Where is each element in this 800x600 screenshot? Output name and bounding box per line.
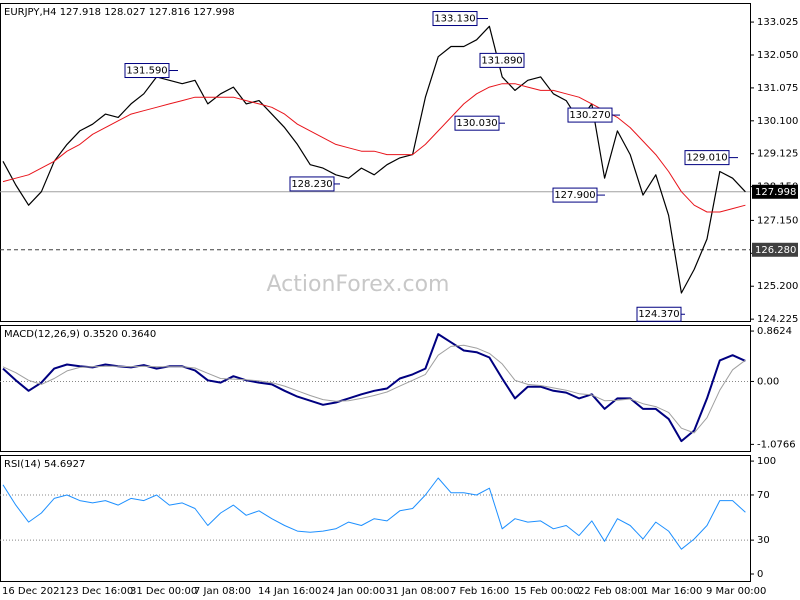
- x-tick-label: 24 Jan 00:00: [322, 586, 385, 597]
- annotation-label: 128.230: [291, 179, 332, 190]
- annotation-box: [454, 115, 500, 131]
- y-tick-label: 130.100: [757, 116, 798, 127]
- y-tick-label: 132.050: [757, 50, 798, 61]
- annotation-box: [567, 107, 613, 123]
- annotation-box: [479, 52, 525, 68]
- panel-title: RSI(14) 54.6927: [4, 459, 85, 470]
- annotation-label: 131.590: [126, 66, 167, 77]
- x-tick-label: 31 Jan 08:00: [386, 586, 449, 597]
- price-label: 126.280: [755, 245, 796, 256]
- annotation-box: [432, 11, 478, 27]
- annotation-label: 130.270: [569, 110, 610, 121]
- series-line: [2, 83, 746, 213]
- y-tick-label: 131.075: [757, 83, 798, 94]
- annotation-box: [289, 176, 335, 192]
- x-tick-label: 7 Jan 08:00: [194, 586, 251, 597]
- annotation-label: 124.370: [638, 309, 679, 320]
- panel-title: EURJPY,H4 127.918 128.027 127.816 127.99…: [4, 7, 235, 18]
- x-tick-label: 7 Feb 16:00: [450, 586, 509, 597]
- watermark: ActionForex.com: [267, 272, 450, 297]
- x-tick-label: 31 Dec 00:00: [130, 586, 197, 597]
- series-line: [2, 477, 746, 550]
- x-tick-label: 16 Dec 2021: [2, 586, 66, 597]
- y-tick-label: 100: [757, 456, 776, 467]
- y-tick-label: 0.00: [757, 376, 779, 387]
- x-tick-label: 15 Feb 00:00: [514, 586, 580, 597]
- x-tick-label: 1 Mar 16:00: [642, 586, 702, 597]
- price-label-box: [752, 184, 798, 199]
- panel-frame: [0, 3, 751, 322]
- annotation-box: [684, 150, 730, 166]
- annotation-label: 127.900: [554, 190, 595, 201]
- panel-frame: [0, 455, 751, 582]
- panel-title: MACD(12,26,9) 0.3520 0.3640: [4, 329, 156, 340]
- annotation-label: 131.890: [481, 55, 522, 66]
- y-tick-label: 129.125: [757, 149, 798, 160]
- y-tick-label: 124.225: [757, 314, 798, 325]
- y-tick-label: 125.200: [757, 281, 798, 292]
- annotation-label: 130.030: [456, 118, 497, 129]
- annotation-box: [124, 63, 170, 79]
- y-tick-label: 70: [757, 490, 770, 501]
- y-tick-label: -1.0766: [757, 439, 796, 450]
- series-line: [2, 25, 746, 294]
- annotation-box: [552, 187, 598, 203]
- annotation-label: 133.130: [434, 14, 475, 25]
- x-tick-label: 23 Dec 16:00: [66, 586, 133, 597]
- y-tick-label: 127.150: [757, 215, 798, 226]
- x-tick-label: 9 Mar 00:00: [706, 586, 766, 597]
- x-tick-label: 14 Jan 16:00: [258, 586, 321, 597]
- price-label: 127.998: [755, 187, 796, 198]
- x-tick-label: 22 Feb 08:00: [578, 586, 644, 597]
- y-tick-label: 30: [757, 535, 770, 546]
- y-tick-label: 0: [757, 569, 763, 580]
- y-tick-label: 133.025: [757, 17, 798, 28]
- series-line: [2, 344, 746, 434]
- annotation-box: [636, 306, 682, 322]
- y-tick-label: 0.8624: [757, 326, 792, 337]
- annotation-label: 129.010: [686, 153, 727, 164]
- price-label-box: [752, 242, 798, 257]
- panel-frame: [0, 325, 751, 452]
